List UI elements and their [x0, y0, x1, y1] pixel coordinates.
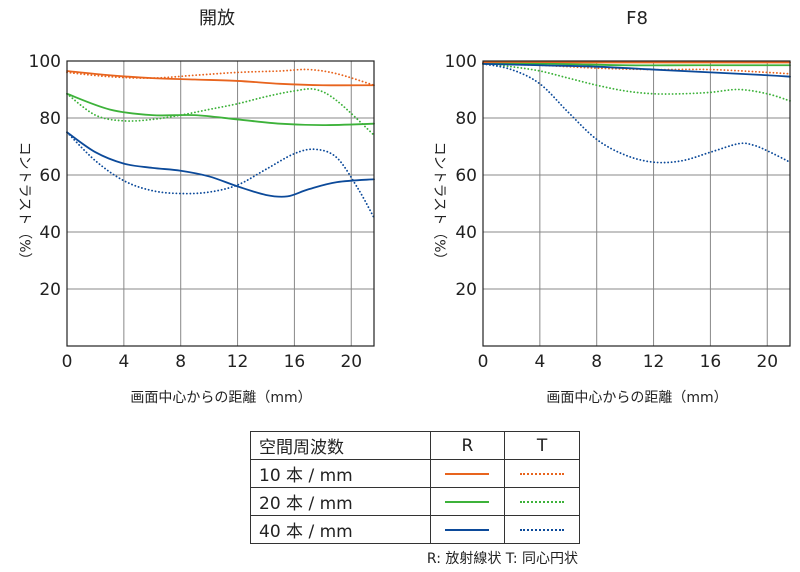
legend-row-10: 10 本 / mm: [250, 459, 580, 488]
series-group: [66, 68, 375, 219]
y-tick-label: 80: [39, 109, 61, 129]
series-line-40-t: [482, 62, 791, 164]
legend-swatch-cell: [504, 515, 580, 544]
x-tick-labels: 0 4 8 12 16 20: [478, 352, 778, 372]
series-line-20-t: [66, 87, 375, 136]
y-tick-label: 40: [39, 223, 61, 243]
y-tick-label: 20: [39, 280, 61, 300]
y-tick-label: 60: [39, 166, 61, 186]
x-tick-label: 8: [591, 352, 602, 372]
legend-swatch-cell: [429, 487, 506, 516]
chart-title: F8: [626, 8, 648, 29]
legend-row-20: 20 本 / mm: [250, 487, 580, 516]
legend-swatch-cell: [504, 487, 580, 516]
y-axis-label: コントラスト（%）: [16, 141, 32, 266]
series-line-20-r: [66, 92, 375, 127]
legend-swatch-dotted: [520, 528, 565, 531]
chart-f8: F8 20 40 60 80 100 0 4 8 12 16 20 コントラスト（%） 画面中心か…: [431, 8, 791, 406]
x-tick-label: 16: [700, 352, 722, 372]
y-tick-labels: 20 40 60 80 100: [445, 52, 477, 300]
plot-frame: [66, 60, 375, 347]
x-tick-label: 12: [643, 352, 665, 372]
legend-swatch-cell: [429, 459, 506, 488]
x-tick-label: 8: [175, 352, 186, 372]
series-line-10-r: [66, 70, 375, 87]
series-line-40-r: [482, 62, 791, 78]
series-line-40-t: [66, 131, 375, 219]
x-tick-label: 20: [340, 352, 362, 372]
y-tick-label: 100: [445, 52, 477, 72]
legend-swatch-solid: [445, 500, 490, 503]
series-group: [482, 61, 791, 164]
y-tick-label: 40: [455, 223, 477, 243]
legend-swatch-dotted: [520, 500, 565, 503]
legend-table: 空間周波数 R T 10 本 / mm 20 本 / mm 40 本 / mm: [250, 431, 580, 544]
legend-swatch-cell: [429, 515, 506, 544]
series-line-10-t: [66, 68, 375, 87]
x-tick-label: 20: [756, 352, 778, 372]
plot-frame: [482, 60, 791, 347]
legend-label: 10 本 / mm: [250, 459, 431, 488]
legend-header-r: R: [429, 431, 506, 460]
legend-label: 40 本 / mm: [250, 515, 431, 544]
legend-header-frequency: 空間周波数: [250, 431, 431, 460]
grid: [67, 61, 374, 346]
series-line-40-r: [66, 131, 375, 198]
legend-header-row: 空間周波数 R T: [250, 431, 580, 460]
y-tick-label: 60: [455, 166, 477, 186]
x-tick-label: 12: [227, 352, 249, 372]
grid: [483, 61, 790, 346]
y-tick-label: 20: [455, 280, 477, 300]
legend-note: R: 放射線状 T: 同心円状: [426, 551, 578, 567]
x-tick-label: 16: [284, 352, 306, 372]
x-axis-label: 画面中心からの距離（mm）: [546, 389, 727, 406]
chart-title: 開放: [199, 8, 235, 29]
y-axis-label: コントラスト（%）: [431, 141, 447, 266]
y-tick-labels: 20 40 60 80 100: [29, 52, 61, 300]
legend-header-t: T: [504, 431, 580, 460]
legend-swatch-dotted: [520, 472, 565, 475]
x-tick-labels: 0 4 8 12 16 20: [62, 352, 362, 372]
legend-swatch-solid: [445, 472, 490, 475]
y-tick-label: 100: [29, 52, 61, 72]
legend-swatch-cell: [504, 459, 580, 488]
x-tick-label: 0: [62, 352, 73, 372]
legend-label: 20 本 / mm: [250, 487, 431, 516]
x-tick-label: 4: [534, 352, 545, 372]
x-axis-label: 画面中心からの距離（mm）: [130, 389, 311, 406]
legend-swatch-solid: [445, 528, 490, 531]
legend-row-40: 40 本 / mm: [250, 515, 580, 544]
chart-wide-open: 開放 20 40 60 80 100 0 4 8 12 16 20 コントラスト（%） 画面中心か…: [16, 8, 375, 406]
series-line-20-r: [482, 62, 791, 67]
x-tick-label: 0: [478, 352, 489, 372]
x-tick-label: 4: [118, 352, 129, 372]
y-tick-label: 80: [455, 109, 477, 129]
